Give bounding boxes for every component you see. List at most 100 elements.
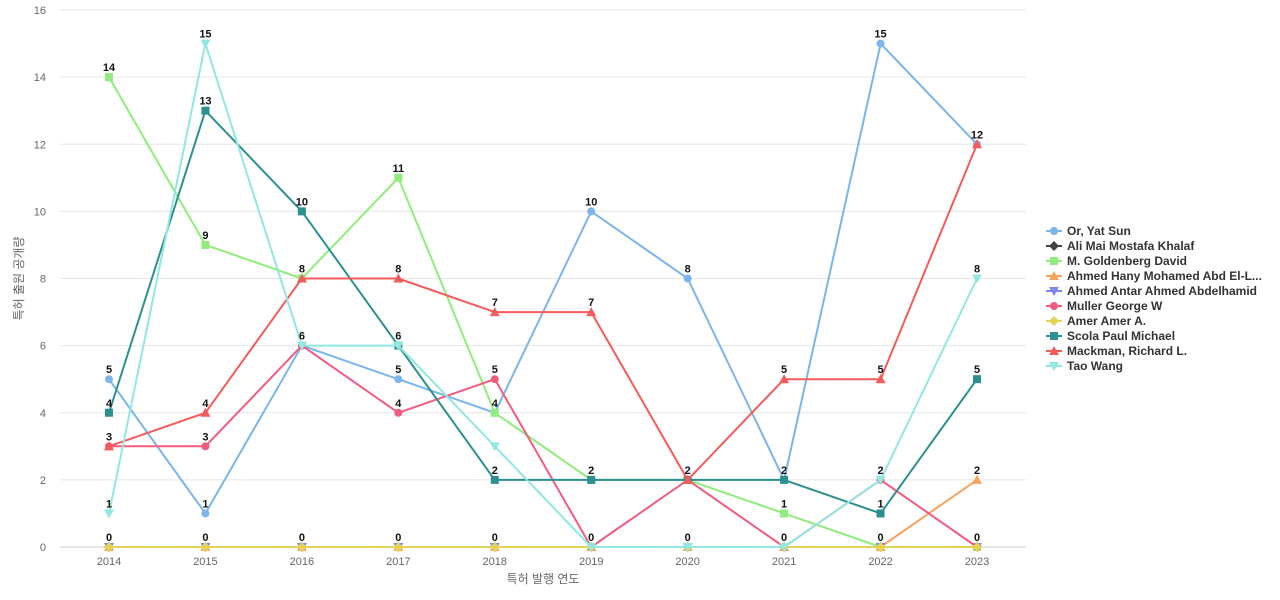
data-label: 8 [299,264,305,276]
data-point [875,374,886,384]
data-point [972,542,982,552]
legend-marker [1049,287,1059,296]
data-point [586,543,597,552]
legend-label: Scola Paul Michael [1067,329,1175,343]
series-line [108,143,978,481]
x-tick-label: 2019 [579,556,603,568]
series-line [109,479,978,548]
data-label: 4 [492,398,499,410]
data-label: 2 [685,465,691,477]
data-point [682,543,693,552]
data-label: 6 [395,331,401,343]
series-3 [104,474,982,551]
data-label: 4 [202,398,209,410]
data-label: 0 [299,532,305,544]
data-point [489,442,500,452]
data-label: 5 [395,364,401,376]
data-label: 2 [492,465,498,477]
data-point [394,173,403,182]
data-label: 3 [106,431,112,443]
data-point [104,542,114,552]
legend-item[interactable]: Tao Wang [1046,359,1123,373]
data-point [393,341,404,351]
y-axis-title: 특허 출원 공개량 [12,237,26,321]
data-point [875,542,886,552]
legend-item[interactable]: Scola Paul Michael [1046,329,1175,343]
data-point [104,509,114,519]
data-point [296,273,307,283]
y-tick-label: 8 [40,274,46,286]
data-label: 0 [202,532,208,544]
data-label: 10 [296,196,308,208]
data-label: 8 [974,264,980,276]
data-point [587,475,596,484]
data-point [780,475,789,484]
series-6 [104,542,982,552]
data-label: 0 [974,532,980,544]
legend-label: Ahmed Hany Mohamed Abd El-L... [1067,269,1262,283]
data-label: 0 [877,532,883,544]
data-label: 9 [202,230,208,242]
data-label: 4 [106,398,113,410]
data-labels: 1454310151394310108601186540754201072082… [103,29,983,544]
data-point [393,542,404,552]
legend-item[interactable]: Or, Yat Sun [1046,224,1131,238]
legend-label: Tao Wang [1067,359,1123,373]
data-point [682,474,693,484]
legend-marker [1049,271,1059,280]
y-tick-label: 12 [34,139,46,151]
x-tick-label: 2017 [386,556,410,568]
data-label: 1 [106,498,112,510]
data-point [972,274,982,284]
data-label: 2 [588,465,594,477]
legend-label: Or, Yat Sun [1067,224,1131,238]
series-9 [104,39,982,552]
data-point [201,442,210,451]
data-point [973,375,981,384]
legend-item[interactable]: Mackman, Richard L. [1046,344,1187,358]
y-tick-label: 2 [40,475,46,487]
legend-marker [1049,362,1059,371]
y-tick-label: 4 [40,408,46,420]
series-8 [104,139,982,484]
legend-item[interactable]: M. Goldenberg David [1046,254,1187,268]
data-point [296,341,307,351]
y-tick-label: 0 [40,542,46,554]
y-tick-label: 6 [40,341,46,353]
data-point [876,509,885,518]
data-point [105,375,113,384]
legend-item[interactable]: Amer Amer A. [1046,314,1146,328]
data-point [490,408,499,417]
legend-item[interactable]: Muller George W [1046,299,1163,313]
legend-item[interactable]: Ahmed Hany Mohamed Abd El-L... [1046,269,1262,283]
legend-item[interactable]: Ali Mai Mostafa Khalaf [1046,239,1195,253]
data-point [489,307,500,317]
data-label: 12 [971,129,983,141]
y-tick-label: 16 [34,5,46,17]
x-tick-label: 2018 [483,556,507,568]
data-label: 5 [974,364,980,376]
legend-label: Ali Mai Mostafa Khalaf [1067,239,1195,253]
legend-label: Mackman, Richard L. [1067,344,1187,358]
data-point [104,441,114,451]
data-label: 0 [395,532,401,544]
legend-marker [1049,346,1059,355]
data-label: 2 [781,465,787,477]
y-tick-label: 14 [34,72,46,84]
series-line [108,76,977,548]
data-label: 15 [199,29,211,41]
data-label: 2 [974,465,980,477]
x-tick-label: 2020 [675,556,699,568]
legend-marker [1049,316,1059,326]
legend-item[interactable]: Ahmed Antar Ahmed Abdelhamid [1046,284,1257,298]
data-point [876,39,885,48]
data-point [779,543,790,552]
data-point [683,274,692,283]
data-point [394,375,403,384]
legend-marker [1050,227,1058,235]
data-point [489,542,500,552]
series-line [108,42,978,548]
data-label: 4 [395,398,402,410]
